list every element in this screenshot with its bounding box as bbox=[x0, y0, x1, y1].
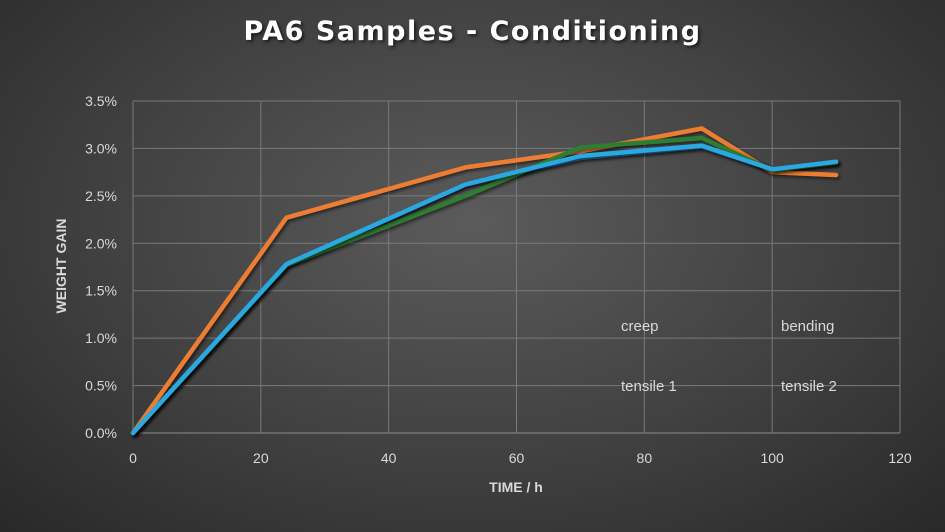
y-tick-label: 0.5% bbox=[85, 378, 117, 394]
y-tick-label: 1.5% bbox=[85, 283, 117, 299]
x-tick-label: 0 bbox=[129, 450, 137, 466]
legend-label-tensile-2: tensile 2 bbox=[781, 378, 837, 395]
x-tick-label: 80 bbox=[637, 450, 653, 466]
x-tick-label: 40 bbox=[381, 450, 397, 466]
y-tick-label: 3.5% bbox=[85, 93, 117, 109]
y-tick-label: 2.0% bbox=[85, 235, 117, 251]
grid bbox=[132, 100, 901, 434]
legend-label-bending: bending bbox=[781, 318, 834, 335]
legend-label-tensile-1: tensile 1 bbox=[621, 378, 677, 395]
x-axis-title: TIME / h bbox=[489, 479, 543, 495]
legend-label-creep: creep bbox=[621, 318, 659, 335]
x-tick-label: 120 bbox=[888, 450, 912, 466]
y-axis-title: WEIGHT GAIN bbox=[53, 219, 69, 314]
series-lines bbox=[130, 126, 839, 436]
y-tick-label: 3.0% bbox=[85, 140, 117, 156]
series-line-bending bbox=[130, 126, 839, 436]
x-tick-label: 60 bbox=[509, 450, 525, 466]
y-tick-label: 0.0% bbox=[85, 425, 117, 441]
chart-title: PA6 Samples - Conditioning bbox=[243, 16, 702, 47]
series-line-tensile-2 bbox=[130, 143, 839, 436]
y-tick-label: 2.5% bbox=[85, 188, 117, 204]
x-tick-label: 20 bbox=[253, 450, 269, 466]
legend: creep bending tensile 1 tensile 2 bbox=[572, 318, 837, 395]
y-tick-label: 1.0% bbox=[85, 330, 117, 346]
tick-labels: 0.0% 0.5% 1.0% 1.5% 2.0% 2.5% 3.0% 3.5% 0 20 40 60 8… bbox=[85, 93, 912, 466]
x-tick-label: 100 bbox=[760, 450, 784, 466]
